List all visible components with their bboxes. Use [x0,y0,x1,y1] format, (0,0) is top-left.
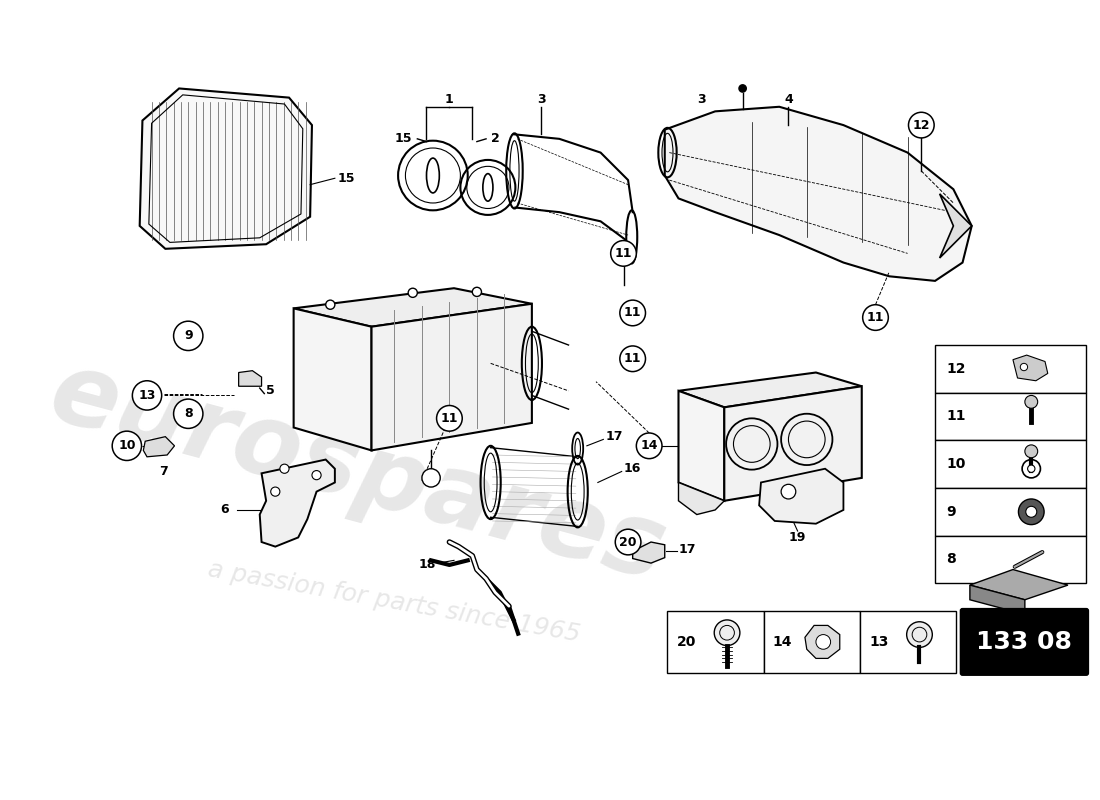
Polygon shape [632,542,664,563]
Text: 12: 12 [946,362,966,376]
Circle shape [816,634,831,650]
Text: 13: 13 [869,635,889,649]
Polygon shape [260,459,334,546]
Circle shape [714,620,740,646]
FancyBboxPatch shape [960,609,1088,675]
Text: 11: 11 [624,306,641,319]
Circle shape [862,305,889,330]
Circle shape [909,112,934,138]
Bar [935,345,1087,393]
Polygon shape [1013,355,1048,381]
Circle shape [437,406,462,431]
Bar [935,488,1087,536]
Text: 7: 7 [160,465,168,478]
Text: 12: 12 [913,118,931,132]
Bar [763,610,860,673]
Bar [935,393,1087,440]
Circle shape [408,288,417,298]
Circle shape [422,469,440,487]
Circle shape [472,287,482,297]
Polygon shape [805,626,839,658]
Text: 19: 19 [789,531,806,544]
Text: 6: 6 [221,503,229,517]
Circle shape [1025,395,1037,408]
Circle shape [906,622,933,647]
Text: 11: 11 [441,412,459,425]
Text: 13: 13 [139,389,156,402]
Text: 16: 16 [624,462,641,475]
Text: 1: 1 [446,93,454,106]
Text: 3: 3 [697,93,706,106]
Polygon shape [294,308,372,450]
Text: 5: 5 [266,384,275,398]
Text: 11: 11 [624,352,641,366]
Circle shape [112,431,142,461]
Circle shape [326,300,334,310]
Circle shape [615,530,641,555]
Polygon shape [372,304,532,450]
Text: 17: 17 [679,543,696,556]
Text: 20: 20 [619,535,637,549]
Circle shape [279,464,289,474]
Polygon shape [970,585,1025,614]
Text: 11: 11 [615,247,632,260]
Text: 17: 17 [605,430,623,443]
Bar [668,610,763,673]
Circle shape [174,399,202,429]
Text: 4: 4 [784,93,793,106]
Polygon shape [970,570,1068,600]
Text: 14: 14 [640,439,658,452]
Circle shape [781,484,795,499]
Text: 2: 2 [491,132,499,146]
Polygon shape [759,469,844,524]
Polygon shape [140,89,312,249]
Circle shape [1019,499,1044,525]
Circle shape [619,346,646,371]
Polygon shape [679,391,724,501]
Text: 8: 8 [184,407,192,420]
Text: 11: 11 [946,410,966,423]
Text: 9: 9 [946,505,956,518]
Text: 20: 20 [676,635,696,649]
Text: eurospares: eurospares [40,345,675,602]
Circle shape [619,300,646,326]
Text: 10: 10 [118,439,135,452]
Text: 15: 15 [338,172,355,185]
Text: 18: 18 [418,558,436,571]
Text: 14: 14 [773,635,792,649]
Circle shape [1021,363,1027,370]
Polygon shape [294,288,532,326]
Bar [860,610,956,673]
Circle shape [1025,445,1037,458]
Text: 133 08: 133 08 [977,630,1072,654]
Polygon shape [724,386,861,501]
Text: a passion for parts since 1965: a passion for parts since 1965 [207,557,583,646]
Circle shape [739,85,746,92]
Circle shape [271,487,279,496]
Text: 3: 3 [537,93,546,106]
Polygon shape [939,194,971,258]
Text: 15: 15 [395,132,412,146]
Circle shape [636,433,662,458]
Polygon shape [143,437,175,457]
Polygon shape [664,106,971,281]
Text: 8: 8 [946,553,956,566]
Bar [935,440,1087,488]
Circle shape [312,470,321,480]
Bar [935,536,1087,583]
Text: 9: 9 [184,330,192,342]
Circle shape [610,241,636,266]
Circle shape [1026,506,1037,518]
Circle shape [174,321,202,350]
Text: 11: 11 [867,311,884,324]
Polygon shape [239,370,262,386]
Polygon shape [679,373,861,407]
Text: 10: 10 [946,457,966,471]
Circle shape [132,381,162,410]
Circle shape [1027,465,1035,472]
Polygon shape [679,482,724,514]
